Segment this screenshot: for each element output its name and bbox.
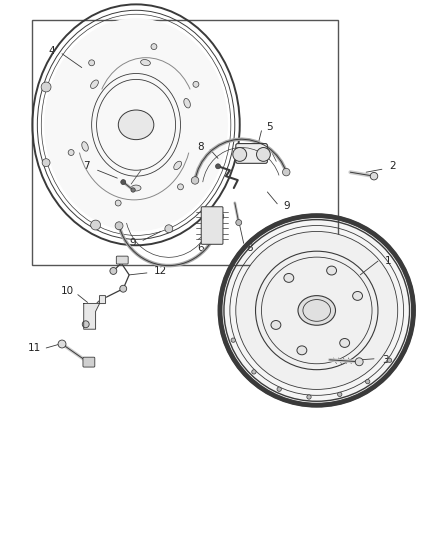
Text: 8: 8 — [246, 243, 253, 253]
Circle shape — [257, 148, 270, 161]
Ellipse shape — [353, 292, 363, 301]
Circle shape — [121, 180, 126, 184]
Circle shape — [58, 340, 66, 348]
Circle shape — [41, 82, 51, 92]
Text: 7: 7 — [83, 161, 90, 171]
Text: 12: 12 — [154, 266, 167, 276]
Bar — [32, 20, 339, 265]
Ellipse shape — [184, 99, 191, 108]
Circle shape — [110, 268, 117, 274]
Circle shape — [277, 387, 281, 391]
Ellipse shape — [44, 18, 228, 231]
Ellipse shape — [327, 266, 336, 275]
Circle shape — [115, 200, 121, 206]
Text: 9: 9 — [130, 238, 136, 248]
Circle shape — [177, 184, 184, 190]
FancyBboxPatch shape — [201, 207, 223, 244]
FancyBboxPatch shape — [117, 256, 128, 264]
Circle shape — [193, 82, 199, 87]
Text: 6: 6 — [197, 243, 204, 253]
FancyBboxPatch shape — [236, 143, 267, 163]
Ellipse shape — [174, 161, 182, 169]
Circle shape — [215, 164, 220, 169]
Circle shape — [82, 321, 89, 328]
Circle shape — [115, 222, 123, 230]
FancyBboxPatch shape — [83, 357, 95, 367]
Text: 11: 11 — [28, 343, 41, 353]
Ellipse shape — [297, 346, 307, 355]
Circle shape — [236, 220, 242, 225]
Text: 4: 4 — [49, 46, 56, 56]
Circle shape — [120, 285, 127, 292]
Ellipse shape — [131, 185, 141, 191]
Circle shape — [387, 358, 392, 362]
Polygon shape — [84, 296, 106, 329]
Ellipse shape — [141, 60, 150, 66]
Circle shape — [252, 370, 256, 374]
Circle shape — [88, 60, 95, 66]
Circle shape — [151, 44, 157, 50]
Ellipse shape — [222, 217, 412, 403]
Ellipse shape — [82, 142, 88, 151]
Circle shape — [283, 168, 290, 176]
Circle shape — [338, 392, 342, 397]
Ellipse shape — [284, 273, 294, 282]
Circle shape — [91, 220, 101, 230]
Ellipse shape — [91, 80, 99, 88]
Circle shape — [355, 358, 363, 366]
Circle shape — [366, 379, 370, 384]
Circle shape — [42, 159, 50, 167]
Text: 1: 1 — [385, 256, 391, 266]
Text: 9: 9 — [284, 201, 290, 211]
Ellipse shape — [118, 110, 154, 140]
Circle shape — [165, 225, 173, 233]
Text: 10: 10 — [60, 286, 74, 296]
Text: 8: 8 — [197, 142, 204, 151]
Ellipse shape — [271, 320, 281, 329]
Ellipse shape — [298, 296, 336, 325]
Text: 2: 2 — [389, 161, 396, 171]
Circle shape — [216, 213, 224, 220]
Text: 3: 3 — [382, 355, 389, 365]
Circle shape — [68, 150, 74, 156]
Text: 5: 5 — [266, 122, 273, 132]
Circle shape — [370, 172, 378, 180]
Circle shape — [131, 188, 135, 192]
Circle shape — [231, 338, 235, 342]
Ellipse shape — [236, 231, 398, 390]
Circle shape — [191, 176, 199, 184]
Circle shape — [233, 148, 247, 161]
Circle shape — [307, 395, 311, 399]
Ellipse shape — [340, 338, 350, 348]
